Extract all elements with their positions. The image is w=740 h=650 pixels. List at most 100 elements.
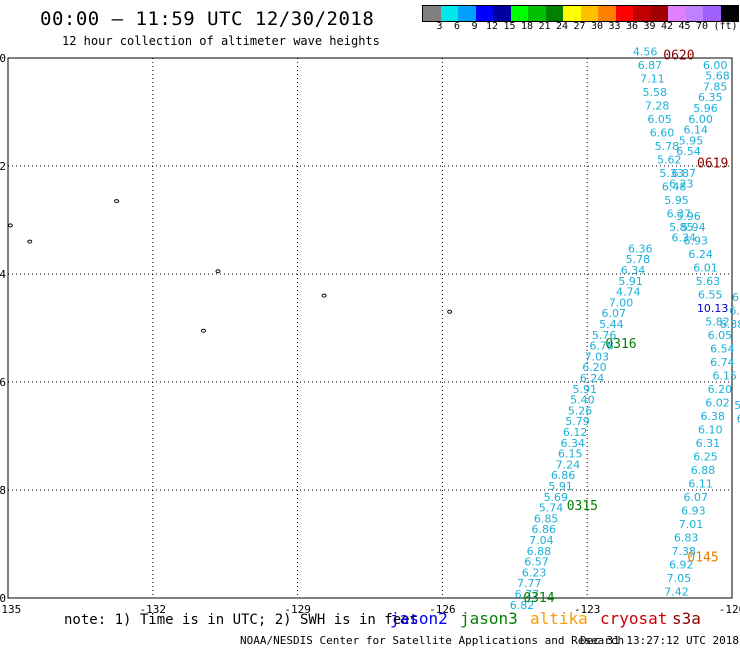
satellite-name: s3a [672,609,701,628]
wave-height-value: 6.10 [698,423,723,436]
scale-swatch [580,6,598,21]
wave-height-value: 6.36 [628,242,653,255]
scale-swatch [510,6,528,21]
wave-height-value: 7.85 [703,80,728,93]
scale-label: 70 [695,21,709,32]
wave-height-value: 6.38 [720,318,740,331]
scale-swatch [440,6,458,21]
wave-height-value: 5.62 [657,153,682,166]
scale-label: 21 [538,21,551,32]
wave-height-value: 6.20 [582,361,607,374]
pass-time-label: 0620 [663,48,694,63]
color-scale-labels: 3 6 9 12 15 18 21 24 27 30 33 36 39 42 45 70 (ft) [422,21,740,33]
pass-time-label: 0619 [697,156,728,171]
wave-height-value: 5.96 [676,210,701,223]
scale-label: 15 [503,21,516,32]
wave-height-value: 5.33 [659,167,684,180]
wave-height-value: 5.96 [693,102,718,115]
generated-timestamp: Dec 31 13:27:12 UTC 2018 [580,634,739,647]
wave-height-value: 6.60 [650,126,675,139]
wave-height-value: 4.56 [633,45,658,58]
scale-label: 18 [520,21,534,32]
map-title: 00:00 – 11:59 UTC 12/30/2018 [40,8,375,30]
wave-height-value: 5.82 [705,315,730,328]
scale-label: 30 [590,21,604,32]
wave-height-value: 5.95 [664,194,689,207]
wave-height-value: 6.93 [681,504,706,517]
wave-height-value: 5.91 [548,480,573,493]
wave-height-value: 6.20 [708,383,733,396]
scale-label: 24 [555,21,569,32]
scale-label: (ft) [713,21,738,32]
wave-height-value: 6.05 [647,113,672,126]
lon-tick-label: -120 [719,603,740,616]
wave-height-value: 6.11 [688,477,713,490]
wave-height-value: 6.02 [705,396,730,409]
wave-height-value: 6.34 [560,437,585,450]
satellite-name: cryosat [600,609,668,628]
color-scale-bar [422,5,739,22]
wave-height-value: 5.69 [544,491,569,504]
lat-tick-label: 22 [0,160,6,173]
scale-label: 27 [573,21,586,32]
wave-height-value: 6.00 [703,59,728,72]
scale-label: 6 [453,21,461,32]
map-subtitle: 12 hour collection of altimeter wave hei… [62,34,380,48]
lon-tick-label: -135 [0,603,21,616]
wave-height-value: 7.05 [667,572,692,585]
wave-height-value: 6.54 [676,145,701,158]
footer-note: note: 1) Time is in UTC; 2) SWH is in fe… [64,612,419,628]
wave-height-value: 6.83 [674,531,699,544]
wave-height-value: 6.86 [532,523,557,536]
pass-time-label: 0145 [687,551,718,566]
scale-swatch [650,6,668,21]
lon-tick-label: -126 [429,603,456,616]
wave-height-value: 6.88 [691,464,716,477]
wave-height-value: 6.77 [515,588,540,601]
credit-text: NOAA/NESDIS Center for Satellite Applica… [240,634,625,647]
wave-height-value: 5.76 [592,329,617,342]
wave-height-value: 6.37 [667,207,692,220]
wave-height-value: 6.55 [698,288,723,301]
scale-label: 3 [436,21,443,32]
wave-height-value: 10.13 [697,302,729,315]
island-outline [447,309,453,314]
wave-height-value: 5.26 [568,404,593,417]
lat-tick-label: 28 [0,484,6,497]
lat-tick-label: 30 [0,592,6,605]
wave-height-value: 6.48 [662,180,687,193]
scale-swatch [633,6,651,21]
wave-height-value: 6.93 [684,234,709,247]
wave-height-value: 5.68 [705,70,730,83]
scale-label: 42 [660,21,674,32]
lat-tick-label: 24 [0,268,6,281]
island-outline [200,328,206,333]
wave-height-value: 7.00 [609,296,634,309]
satellite-name: jason2 [390,609,448,628]
scale-label: 36 [625,21,639,32]
wave-height-value: 6.15 [713,369,738,382]
wave-height-value: 6.86 [551,469,576,482]
satellite-name: altika [530,609,588,628]
scale-swatch [685,6,703,21]
wave-height-value: 6.87 [671,167,696,180]
wave-height-value: 6.23 [669,178,694,191]
scale-swatch [528,6,546,21]
wave-height-value: 7.38 [671,545,696,558]
wave-height-value: 5.91 [573,383,598,396]
wave-height-value: 6.54 [737,413,740,426]
wave-height-value: 6.38 [700,410,725,423]
scale-swatch [493,6,511,21]
island-outline [7,223,13,228]
wave-height-value: 5.58 [643,86,668,99]
wave-height-value: 6.23 [522,566,547,579]
wave-height-value: 6.24 [580,372,605,385]
wave-height-value: 6.34 [671,232,696,245]
wave-height-value: 5.99 [734,399,740,412]
wave-height-value: 6.24 [688,248,713,261]
scale-swatch [423,6,441,21]
wave-height-value: 5.94 [681,221,706,234]
wave-height-value: 7.03 [585,350,610,363]
pass-time-label: 0314 [523,591,554,606]
